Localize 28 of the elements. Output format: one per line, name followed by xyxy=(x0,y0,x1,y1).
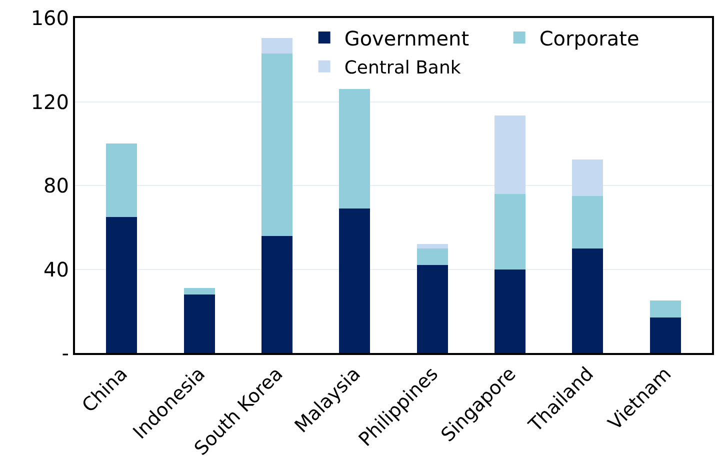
y-tick-label: 80 xyxy=(44,174,69,198)
legend-label: Government xyxy=(344,26,470,50)
bar xyxy=(261,54,293,236)
bar xyxy=(416,244,448,248)
bar xyxy=(106,144,138,217)
bar xyxy=(572,196,604,248)
bar xyxy=(572,248,604,353)
bar xyxy=(416,248,448,266)
bar xyxy=(261,236,293,353)
legend-label: Central Bank xyxy=(344,57,462,78)
y-tick-label: 160 xyxy=(30,6,69,30)
legend-label: Corporate xyxy=(539,26,640,50)
bar xyxy=(339,89,370,209)
bar xyxy=(416,265,448,353)
bar xyxy=(261,38,293,54)
bar xyxy=(494,269,526,353)
bar xyxy=(650,317,681,353)
y-tick-label: 120 xyxy=(30,90,69,114)
bar xyxy=(184,294,215,353)
y-tick-label: - xyxy=(62,341,69,365)
y-tick-label: 40 xyxy=(44,257,69,282)
bar xyxy=(650,300,681,318)
bar xyxy=(339,208,370,353)
bar xyxy=(106,216,138,353)
bar xyxy=(494,194,526,270)
bar xyxy=(494,115,526,194)
bar xyxy=(572,159,604,196)
bar xyxy=(184,288,215,294)
